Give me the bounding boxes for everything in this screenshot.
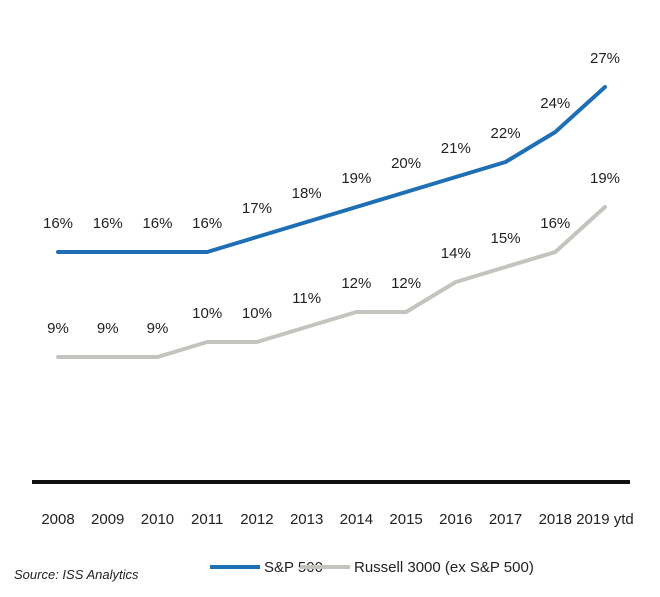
x-tick-label: 2011	[191, 511, 223, 528]
sp500-legend-label: S&P 500	[264, 559, 323, 576]
x-tick-label: 2008	[41, 511, 74, 528]
sp500-data-label: 16%	[43, 215, 73, 232]
data-labels: 16% 16% 16% 16% 17% 18% 19% 20% 21% 22% 24% 27% 9% 9%…	[43, 50, 620, 337]
russell3000-data-label: 12%	[391, 275, 421, 292]
sp500-data-label: 16%	[142, 215, 172, 232]
x-tick-label: 2015	[389, 511, 422, 528]
russell3000-data-label: 10%	[242, 305, 272, 322]
sp500-data-label: 16%	[93, 215, 123, 232]
sp500-data-label: 21%	[441, 140, 471, 157]
sp500-data-label: 27%	[590, 50, 620, 67]
russell3000-data-label: 11%	[292, 290, 321, 307]
russell3000-data-label: 9%	[47, 320, 69, 337]
russell3000-data-label: 12%	[341, 275, 371, 292]
x-tick-labels: 2008 2009 2010 2011 2012 2013 2014 2015 2016 2017…	[41, 511, 633, 528]
russell3000-data-label: 15%	[491, 230, 521, 247]
russell3000-data-label: 9%	[97, 320, 119, 337]
sp500-data-label: 20%	[391, 155, 421, 172]
legend: S&P 500 Russell 3000 (ex S&P 500)	[210, 559, 534, 576]
sp500-data-label: 24%	[540, 95, 570, 112]
x-tick-label: 2017	[489, 511, 522, 528]
sp500-data-label: 17%	[242, 200, 272, 217]
x-tick-label: 2009	[91, 511, 124, 528]
russell3000-data-label: 19%	[590, 170, 620, 187]
russell3000-data-label: 14%	[441, 245, 471, 262]
sp500-data-label: 18%	[292, 185, 322, 202]
sp500-data-label: 19%	[341, 170, 371, 187]
russell3000-data-label: 16%	[540, 215, 570, 232]
sp500-line	[56, 85, 607, 254]
sp500-data-label: 22%	[491, 125, 521, 142]
x-tick-label: 2014	[340, 511, 373, 528]
series-lines	[56, 85, 607, 359]
russell3000-data-label: 10%	[192, 305, 222, 322]
x-tick-label: 2018	[539, 511, 572, 528]
x-tick-label: 2016	[439, 511, 472, 528]
russell3000-legend-label: Russell 3000 (ex S&P 500)	[354, 559, 534, 576]
x-tick-label: 2012	[240, 511, 273, 528]
sp500-data-label: 16%	[192, 215, 222, 232]
russell3000-line	[56, 205, 607, 359]
russell3000-data-label: 9%	[147, 320, 169, 337]
x-tick-label: 2019 ytd	[576, 511, 634, 528]
x-tick-label: 2010	[141, 511, 174, 528]
source-note: Source: ISS Analytics	[14, 567, 139, 582]
x-tick-label: 2013	[290, 511, 323, 528]
